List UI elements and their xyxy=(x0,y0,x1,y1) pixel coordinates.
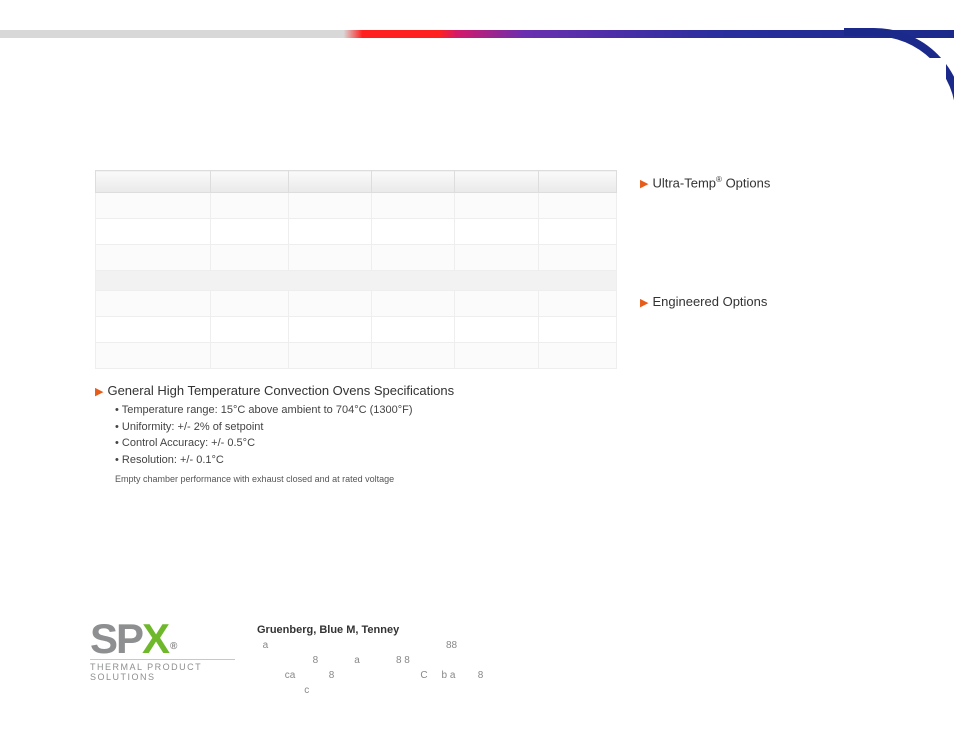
table-header xyxy=(455,171,538,193)
footer-brands: Gruenberg, Blue M, Tenney xyxy=(257,622,483,639)
engineered-heading: ▶ Engineered Options xyxy=(640,294,890,309)
spec-bullet: Control Accuracy: +/- 0.5°C xyxy=(115,435,865,452)
footer-line: ca 8 C b a 8 xyxy=(257,668,483,683)
specs-bullets: Temperature range: 15°C above ambient to… xyxy=(115,402,865,468)
logo: SPX® THERMAL PRODUCT SOLUTIONS xyxy=(90,620,235,683)
logo-spx: SPX® xyxy=(90,620,235,658)
footer: SPX® THERMAL PRODUCT SOLUTIONS Gruenberg… xyxy=(90,620,483,699)
spec-bullet: Resolution: +/- 0.1°C xyxy=(115,452,865,469)
arrow-icon: ▶ xyxy=(95,386,103,398)
spec-bullet: Uniformity: +/- 2% of setpoint xyxy=(115,419,865,436)
logo-x: X xyxy=(142,620,168,658)
table-header xyxy=(210,171,288,193)
arrow-icon: ▶ xyxy=(640,178,648,190)
ultratemp-text: Ultra-Temp xyxy=(652,175,716,190)
logo-subtitle: THERMAL PRODUCT SOLUTIONS xyxy=(90,659,235,682)
table-header-row xyxy=(96,171,617,193)
header-gradient-band xyxy=(0,30,954,38)
table-row xyxy=(96,219,617,245)
table-row xyxy=(96,245,617,271)
engineered-text: Engineered Options xyxy=(652,294,767,309)
corner-curve-decoration xyxy=(844,28,954,148)
table-section-row xyxy=(96,271,617,291)
footer-line: 8 a 8 8 xyxy=(257,653,483,668)
table-header xyxy=(96,171,211,193)
logo-sp: SP xyxy=(90,620,142,658)
specs-heading-text: General High Temperature Convection Oven… xyxy=(107,383,454,398)
side-options: ▶Ultra-Temp® Options ▶Engineered Options xyxy=(640,175,890,313)
specs-footnote: Empty chamber performance with exhaust c… xyxy=(115,474,865,484)
arrow-icon: ▶ xyxy=(640,297,648,309)
specifications-table xyxy=(95,170,617,369)
specs-heading: ▶ General High Temperature Convection Ove… xyxy=(95,383,865,398)
logo-reg: ® xyxy=(170,642,175,651)
footer-line: c xyxy=(257,683,483,698)
table-header xyxy=(538,171,616,193)
table-header xyxy=(288,171,371,193)
table-row xyxy=(96,343,617,369)
table-row xyxy=(96,193,617,219)
footer-line: a 88 xyxy=(257,638,483,653)
table-row xyxy=(96,317,617,343)
table-row xyxy=(96,291,617,317)
table-header xyxy=(372,171,455,193)
ultratemp-heading: ▶Ultra-Temp® Options xyxy=(640,175,890,190)
footer-text: Gruenberg, Blue M, Tenney a 88 8 a 8 8 c… xyxy=(257,620,483,699)
ultratemp-suffix: Options xyxy=(722,175,770,190)
spec-bullet: Temperature range: 15°C above ambient to… xyxy=(115,402,865,419)
spacer xyxy=(640,194,890,294)
